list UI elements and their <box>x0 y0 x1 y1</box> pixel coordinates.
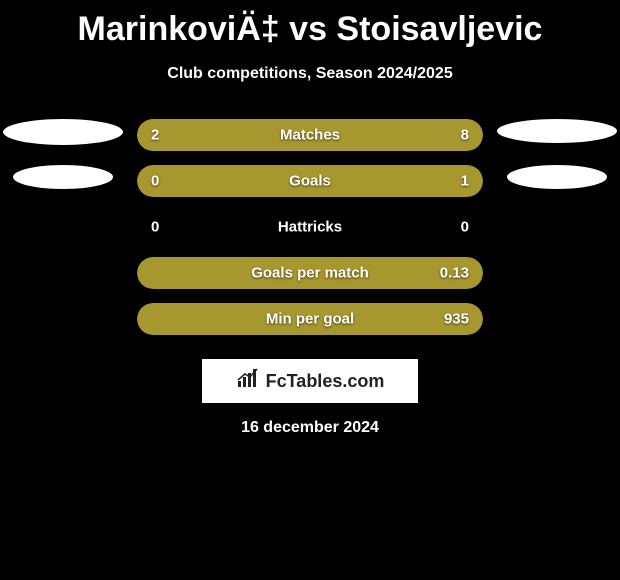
page-title: MarinkoviÄ‡ vs Stoisavljevic <box>78 10 543 49</box>
page-subtitle: Club competitions, Season 2024/2025 <box>167 65 452 83</box>
comparison-chart: 2 Matches 8 0 Goals 1 0 Hattricks 0 Goals per mat… <box>0 119 620 335</box>
stat-left-value: 2 <box>151 127 159 144</box>
player-avatar-placeholder <box>13 165 113 189</box>
player-avatar-placeholder <box>3 119 123 145</box>
stat-label: Min per goal <box>266 311 354 328</box>
root: MarinkoviÄ‡ vs Stoisavljevic Club compet… <box>0 0 620 437</box>
stat-label: Hattricks <box>278 219 342 236</box>
stat-right-value: 935 <box>444 311 469 328</box>
chart-icon <box>236 367 260 396</box>
right-player-avatar-col <box>497 119 617 199</box>
brand-text: FcTables.com <box>266 371 385 392</box>
stat-bar-left-fill <box>137 119 206 151</box>
stat-right-value: 0 <box>461 219 469 236</box>
left-player-avatar-col <box>3 119 123 199</box>
stat-bars: 2 Matches 8 0 Goals 1 0 Hattricks 0 Goals per mat… <box>137 119 483 335</box>
stat-label: Goals <box>289 173 331 190</box>
stat-row: Min per goal 935 <box>137 303 483 335</box>
stat-row: 2 Matches 8 <box>137 119 483 151</box>
stat-row: 0 Goals 1 <box>137 165 483 197</box>
stat-row: Goals per match 0.13 <box>137 257 483 289</box>
stat-right-value: 1 <box>461 173 469 190</box>
stat-right-value: 8 <box>461 127 469 144</box>
stat-label: Matches <box>280 127 340 144</box>
stat-row: 0 Hattricks 0 <box>137 211 483 243</box>
date-text: 16 december 2024 <box>241 419 379 437</box>
player-avatar-placeholder <box>507 165 607 189</box>
stat-right-value: 0.13 <box>440 265 469 282</box>
brand-link[interactable]: FcTables.com <box>202 359 418 403</box>
stat-label: Goals per match <box>251 265 369 282</box>
stat-left-value: 0 <box>151 219 159 236</box>
stat-left-value: 0 <box>151 173 159 190</box>
player-avatar-placeholder <box>497 119 617 143</box>
